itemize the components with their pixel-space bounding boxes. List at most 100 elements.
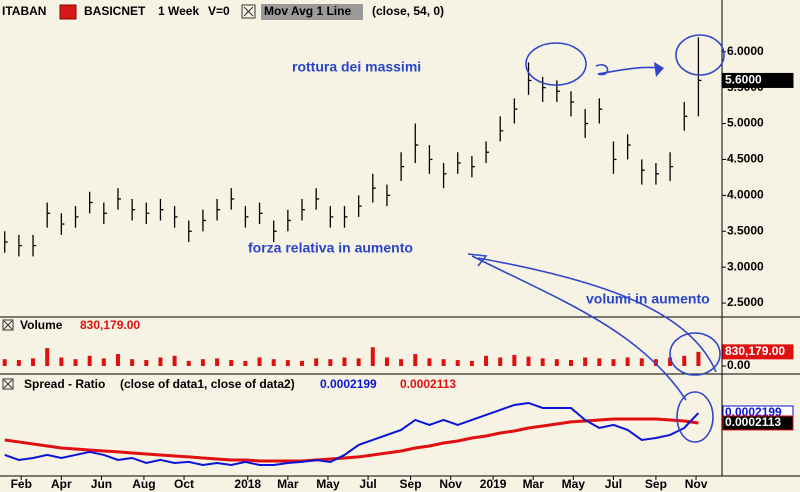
x-tick-label: Mar <box>523 477 545 491</box>
y-tick-label: 3.5000 <box>727 223 764 237</box>
value-box-label: 5.6000 <box>725 73 762 87</box>
hand-arrow <box>595 63 661 76</box>
indicator-box[interactable] <box>261 4 363 20</box>
close-icon <box>3 320 13 330</box>
volume-bar <box>215 358 220 366</box>
y-tick-label: 3.0000 <box>727 259 764 273</box>
y-tick-label: 4.5000 <box>727 152 764 166</box>
y-tick-label: 4.0000 <box>727 188 764 202</box>
panel-subtitle: (close of data1, close of data2) <box>120 377 295 391</box>
volume-bar <box>285 360 290 366</box>
value-box-label: 830,179.00 <box>725 344 785 358</box>
volume-bar <box>625 357 630 366</box>
x-tick-label: 2019 <box>480 477 507 491</box>
volume-bar <box>611 359 616 366</box>
panel-title: Spread - Ratio <box>24 377 105 391</box>
volume-bar <box>526 356 531 366</box>
close-box[interactable] <box>2 319 14 331</box>
plot-layer: 2.50003.00003.50004.00004.50005.00005.50… <box>2 37 764 491</box>
volume-bar <box>540 358 545 366</box>
volume-bar <box>45 348 50 366</box>
header-value: 0.0002113 <box>400 377 456 391</box>
y-tick-label: 6.0000 <box>727 44 764 58</box>
color-swatch <box>59 4 77 20</box>
volume-bar <box>639 358 644 366</box>
x-tick-label: May <box>562 477 586 491</box>
close-box[interactable] <box>241 4 256 19</box>
volume-bar <box>200 359 205 366</box>
x-tick-label: Jun <box>91 477 112 491</box>
volume-bar <box>356 358 361 366</box>
volume-bar <box>300 360 305 366</box>
value-box-label: 0.0002113 <box>725 415 781 429</box>
hand-arrow <box>471 255 687 401</box>
volume-bar <box>554 359 559 366</box>
indicator-name: Mov Avg 1 Line <box>264 4 351 18</box>
volume-bar <box>172 355 177 366</box>
volume-bar <box>271 359 276 366</box>
volume-bar <box>512 354 517 366</box>
hand-circle <box>675 34 725 76</box>
x-tick-label: Sep <box>645 477 667 491</box>
volume-bar <box>441 359 446 366</box>
x-tick-label: Nov <box>439 477 462 491</box>
header-value: 0.0002199 <box>320 377 377 391</box>
indicator-params: (close, 54, 0) <box>372 4 444 18</box>
volume-bar <box>130 359 135 366</box>
series-line <box>4 401 700 466</box>
volume-bar <box>16 360 21 366</box>
x-tick-label: 2018 <box>234 477 261 491</box>
volume-bar <box>469 360 474 366</box>
volume-bar <box>257 357 262 366</box>
volume-bar <box>59 357 64 366</box>
interval: 1 Week <box>158 4 199 18</box>
volume-bar <box>328 359 333 366</box>
volume-bar <box>668 357 673 366</box>
volume-bar <box>229 360 234 366</box>
hand-circle <box>669 332 721 376</box>
volume-bar <box>370 347 375 366</box>
x-tick-label: Apr <box>51 477 72 491</box>
annotation: rottura dei massimi <box>292 59 421 75</box>
x-tick-label: Mar <box>277 477 299 491</box>
x-tick-label: Oct <box>174 477 194 491</box>
volume-bar <box>484 355 489 366</box>
volume-bar <box>399 359 404 366</box>
volume-bar <box>696 351 701 366</box>
annotation: volumi in aumento <box>586 291 710 307</box>
volume-flag: V=0 <box>208 4 230 18</box>
hand-circle <box>525 42 587 86</box>
close-box[interactable] <box>2 378 14 390</box>
x-tick-label: Jul <box>359 477 376 491</box>
instrument-name: BASICNET <box>84 4 146 18</box>
volume-bar <box>101 358 106 366</box>
volume-bar <box>2 359 7 366</box>
volume-bar <box>31 358 36 366</box>
volume-bar <box>384 357 389 366</box>
hand-arrow <box>477 257 717 373</box>
volume-bar <box>498 357 503 366</box>
hand-arrowhead <box>654 62 664 77</box>
volume-bar <box>158 357 163 366</box>
volume-bar <box>87 355 92 366</box>
volume-bar <box>144 360 149 366</box>
volume-bar <box>597 358 602 366</box>
x-tick-label: Sep <box>400 477 422 491</box>
volume-bar <box>115 354 120 366</box>
header-value: 830,179.00 <box>80 318 140 332</box>
value-box <box>722 415 794 431</box>
x-tick-label: Feb <box>11 477 32 491</box>
hand-circle <box>676 391 714 443</box>
volume-bar <box>568 360 573 366</box>
panel-title: Volume <box>20 318 63 332</box>
volume-bar <box>314 358 319 366</box>
close-icon <box>3 379 13 389</box>
volume-bar <box>583 357 588 366</box>
volume-bar <box>243 360 248 366</box>
symbol: ITABAN <box>2 4 46 18</box>
y-tick-label: 0.00 <box>727 358 751 372</box>
hand-arrowhead <box>467 253 488 267</box>
y-tick-label: 2.5000 <box>727 295 764 309</box>
